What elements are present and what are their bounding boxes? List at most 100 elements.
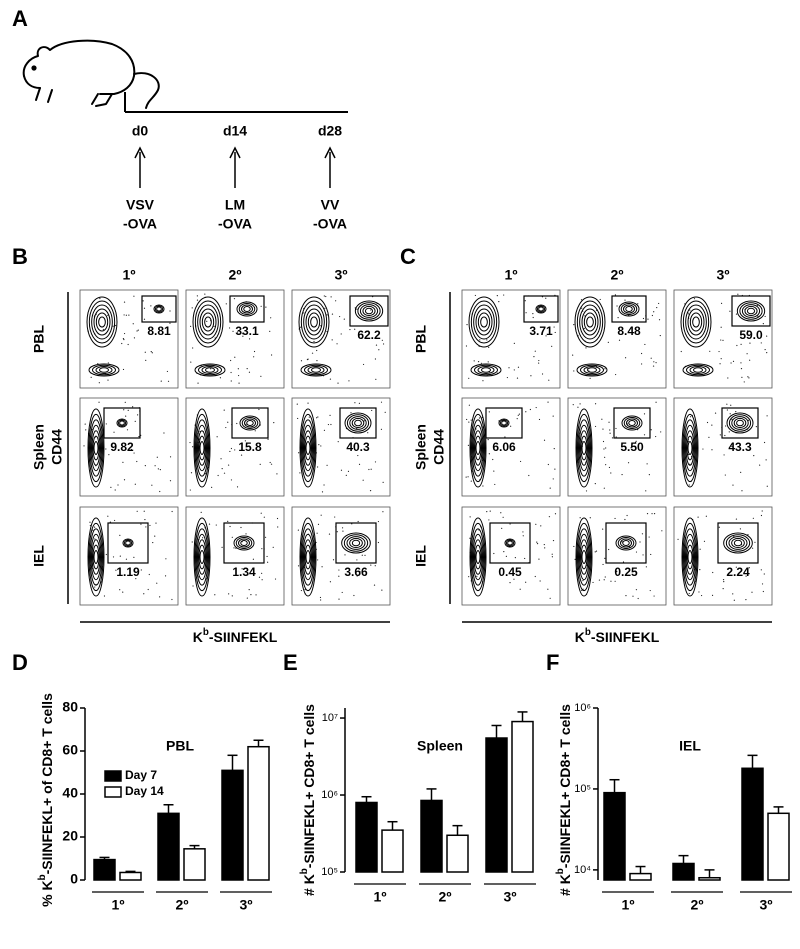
event-dot	[736, 344, 738, 347]
event-dot	[650, 553, 652, 556]
event-dot	[247, 574, 249, 576]
y-axis-label-part: b	[37, 874, 48, 880]
x-axis-label-part: b	[203, 627, 209, 638]
event-dot	[677, 538, 679, 540]
event-dot	[369, 490, 372, 492]
event-dot	[473, 360, 475, 362]
contour	[197, 539, 207, 575]
event-dot	[699, 548, 701, 550]
event-dot	[493, 552, 495, 555]
contour	[125, 540, 131, 546]
chart-title: Spleen	[417, 738, 463, 754]
event-dot	[261, 579, 263, 581]
contour	[682, 522, 698, 592]
bar	[247, 745, 270, 881]
event-dot	[316, 359, 318, 362]
event-dot	[501, 527, 503, 530]
event-dot	[465, 476, 467, 478]
event-dot	[740, 368, 743, 370]
event-dot	[649, 589, 651, 592]
event-dot	[740, 362, 742, 364]
panel-letter: E	[283, 650, 298, 675]
contour	[684, 424, 696, 472]
event-dot	[764, 348, 766, 351]
contour	[235, 537, 253, 549]
event-dot	[765, 459, 767, 461]
event-dot	[336, 343, 338, 345]
contour	[473, 304, 495, 340]
contour	[303, 304, 325, 340]
contour	[90, 424, 102, 472]
contour	[468, 296, 500, 348]
event-dot	[260, 375, 262, 377]
contour	[90, 533, 102, 581]
contour	[538, 306, 544, 312]
event-dot	[107, 314, 109, 316]
event-dot	[124, 401, 126, 403]
event-dot	[126, 429, 129, 431]
flow-plot: 8.81	[79, 289, 179, 389]
gate-percentage: 1.19	[116, 565, 140, 579]
event-dot	[609, 432, 611, 434]
event-dot	[477, 361, 480, 363]
event-dot	[538, 558, 540, 560]
event-dot	[330, 423, 332, 426]
contour	[581, 550, 587, 564]
contour	[580, 435, 588, 461]
flow-plot: 5.50	[567, 397, 667, 497]
event-dot	[763, 573, 765, 575]
day-label: d28	[318, 123, 342, 139]
contour	[91, 430, 101, 466]
event-dot	[265, 306, 267, 308]
contour	[473, 539, 483, 575]
event-dot	[318, 444, 320, 446]
gate	[349, 295, 389, 327]
event-dot	[110, 486, 112, 488]
event-dot	[718, 350, 720, 353]
event-dot	[524, 300, 526, 302]
contour	[469, 517, 487, 597]
event-dot	[545, 297, 547, 299]
x-axis-label-part: K	[575, 629, 585, 645]
event-dot	[658, 302, 660, 305]
contour	[686, 435, 694, 461]
event-dot	[373, 584, 376, 586]
event-dot	[594, 403, 597, 405]
event-dot	[517, 414, 519, 416]
event-dot	[242, 335, 244, 337]
contour	[123, 539, 133, 547]
event-dot	[213, 325, 215, 327]
row-label: Spleen	[413, 424, 429, 470]
event-dot	[300, 589, 302, 592]
event-dot	[730, 362, 732, 364]
event-dot	[337, 441, 339, 443]
event-dot	[317, 523, 320, 525]
gate-percentage: 8.48	[617, 324, 641, 338]
contour	[98, 316, 106, 328]
contour	[481, 367, 491, 373]
event-dot	[536, 543, 539, 545]
gate-percentage: 3.66	[344, 565, 368, 579]
contour	[504, 538, 516, 548]
row-label: PBL	[31, 325, 47, 353]
gate-percentage: 62.2	[357, 328, 381, 342]
contour	[310, 316, 318, 328]
contour	[302, 424, 314, 472]
event-dot	[241, 568, 243, 570]
contour	[199, 550, 205, 564]
event-dot	[362, 363, 365, 366]
contour	[303, 430, 313, 466]
contour	[693, 367, 703, 373]
contour	[682, 413, 698, 483]
event-dot	[739, 528, 741, 530]
event-dot	[723, 580, 725, 583]
event-dot	[573, 545, 575, 548]
event-dot	[548, 379, 550, 381]
event-dot	[134, 483, 136, 485]
contour	[354, 300, 384, 322]
contour	[311, 367, 321, 373]
bar	[767, 812, 790, 881]
column-header: 2º	[229, 267, 242, 283]
event-dot	[643, 413, 646, 415]
gate-percentage: 59.0	[739, 328, 763, 342]
